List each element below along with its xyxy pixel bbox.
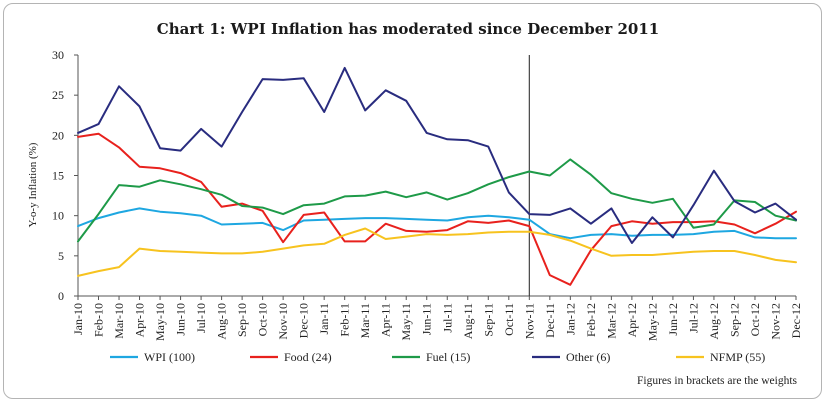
x-tick-label: Jun-10 <box>174 303 188 336</box>
x-tick-label: Apr-11 <box>379 303 393 337</box>
x-tick-label: Jun-12 <box>666 303 680 336</box>
legend-label-wpi: WPI (100) <box>144 350 195 364</box>
x-tick-label: Feb-11 <box>338 303 352 337</box>
plot-area: 0 5 10 15 20 25 30 Jan-10 Feb-10 Mar-10 Apr-10 May-… <box>52 48 803 341</box>
y-tick-label: 25 <box>52 88 64 102</box>
series-line-nfmp <box>77 227 797 277</box>
x-tick-label: Apr-10 <box>133 303 147 337</box>
y-tick-label: 0 <box>58 289 64 303</box>
legend: WPI (100) Food (24) Fuel (15) Other (6) NFMP… <box>110 350 765 364</box>
x-tick-label: Sep-11 <box>481 303 495 337</box>
x-tick-label: Sep-10 <box>235 303 249 337</box>
x-tick-label: Jul-12 <box>686 303 700 333</box>
series-line-food <box>77 132 797 286</box>
x-tick-label: Oct-11 <box>502 303 516 336</box>
x-tick-label: May-12 <box>645 303 659 341</box>
y-axis-label: Y-o-y Inflation (%) <box>27 142 39 227</box>
x-tick-label: Oct-12 <box>748 303 762 336</box>
x-tick-label: Jan-11 <box>317 303 331 335</box>
chart-frame <box>3 3 822 399</box>
series-line-wpi <box>77 207 797 240</box>
y-tick-label: 15 <box>52 169 64 183</box>
x-tick-label: Aug-11 <box>461 303 475 339</box>
x-tick-label: Mar-10 <box>112 303 126 339</box>
series-line-fuel <box>77 158 797 243</box>
series-line-other <box>77 66 797 244</box>
x-tick-label: Jan-12 <box>563 303 577 335</box>
legend-label-fuel: Fuel (15) <box>426 350 470 364</box>
x-tick-label: May-10 <box>153 303 167 341</box>
y-tick-label: 10 <box>52 209 64 223</box>
x-tick-label: Nov-10 <box>276 303 290 340</box>
y-tick-label: 5 <box>58 249 64 263</box>
y-tick-label: 20 <box>52 128 64 142</box>
x-tick-label: Feb-10 <box>92 303 106 337</box>
weights-note: Figures in brackets are the weights <box>637 375 798 387</box>
x-tick-label: Nov-11 <box>522 303 536 339</box>
x-tick-label: Aug-12 <box>707 303 721 340</box>
x-tick-label: Oct-10 <box>256 303 270 336</box>
x-tick-label: Dec-12 <box>789 303 803 338</box>
chart-title: Chart 1: WPI Inflation has moderated sin… <box>157 20 659 38</box>
x-tick-label: May-11 <box>399 303 413 341</box>
x-tick-label: Feb-12 <box>584 303 598 337</box>
y-tick-label: 30 <box>52 48 64 62</box>
x-tick-label: Jul-11 <box>440 303 454 333</box>
x-tick-label: Nov-12 <box>768 303 782 340</box>
x-tick-label: Apr-12 <box>625 303 639 337</box>
x-tick-label: Mar-12 <box>604 303 618 339</box>
x-tick-label: Sep-12 <box>727 303 741 337</box>
legend-label-nfmp: NFMP (55) <box>710 350 765 364</box>
legend-label-other: Other (6) <box>566 350 610 364</box>
x-tick-label: Jan-10 <box>71 303 85 335</box>
x-tick-label: Dec-11 <box>543 303 557 338</box>
x-tick-label: Mar-11 <box>358 303 372 338</box>
x-tick-label: Dec-10 <box>297 303 311 338</box>
x-tick-label: Aug-10 <box>215 303 229 340</box>
x-tick-label: Jul-10 <box>194 303 208 333</box>
x-tick-label: Jun-11 <box>420 303 434 335</box>
legend-label-food: Food (24) <box>284 350 332 364</box>
